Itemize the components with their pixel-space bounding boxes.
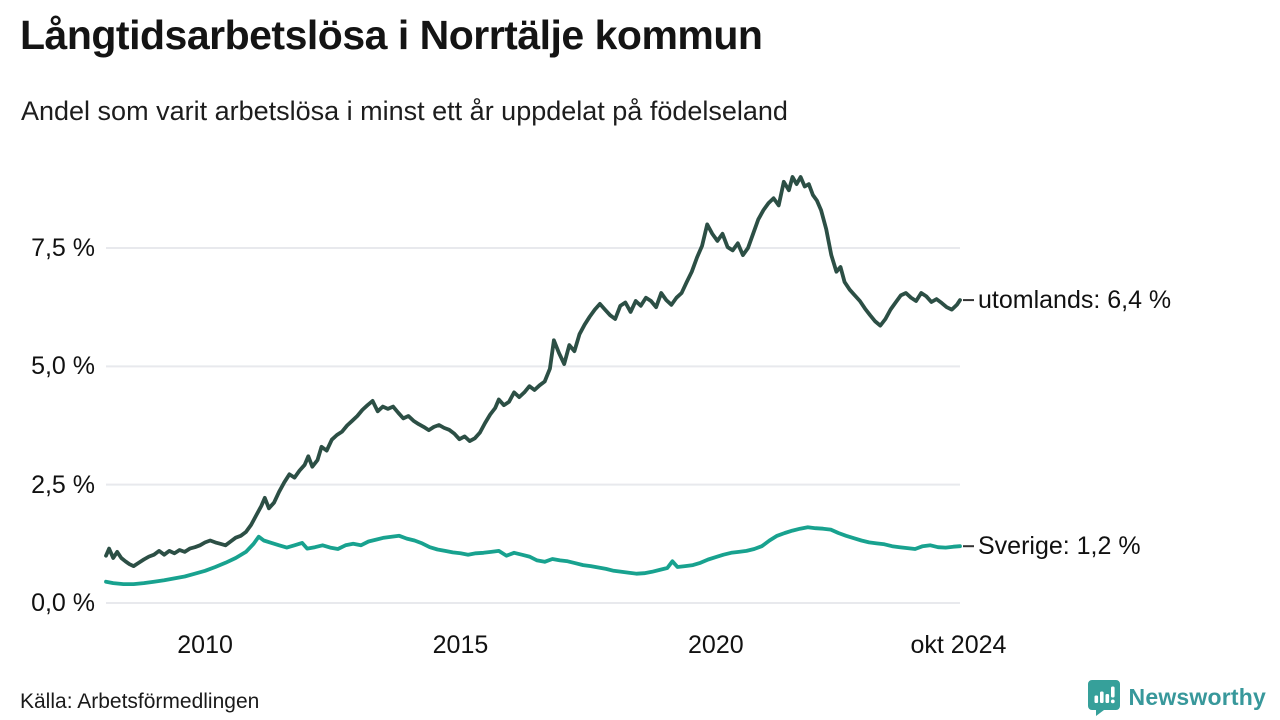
x-tick-label: 2015: [432, 631, 489, 659]
series-label-Sverige: Sverige: 1,2 %: [978, 532, 1141, 561]
series-line-Sverige: [104, 525, 962, 586]
page-subtitle: Andel som varit arbetslösa i minst ett å…: [21, 96, 788, 126]
x-tick-label: 2010: [177, 631, 233, 659]
y-tick-label: 7,5 %: [31, 234, 95, 263]
series-label-utomlands: utomlands: 6,4 %: [978, 286, 1172, 315]
source-note: Källa: Arbetsförmedlingen: [20, 690, 260, 713]
x-tick-label: 2020: [688, 631, 744, 659]
newsworthy-speech-bubble-barchart-icon: [1087, 680, 1120, 716]
y-tick-label: 0,0 %: [31, 589, 95, 617]
page-title: Långtidsarbetslösa i Norrtälje kommun: [20, 12, 763, 58]
x-tick-label: okt 2024: [910, 631, 1007, 659]
y-tick-label: 2,5 %: [31, 470, 95, 499]
series-line-utomlands: [104, 175, 962, 568]
y-tick-label: 5,0 %: [31, 352, 95, 381]
newsworthy-logo[interactable]: Newsworthy: [1087, 679, 1266, 716]
newsworthy-wordmark: Newsworthy: [1128, 684, 1266, 710]
